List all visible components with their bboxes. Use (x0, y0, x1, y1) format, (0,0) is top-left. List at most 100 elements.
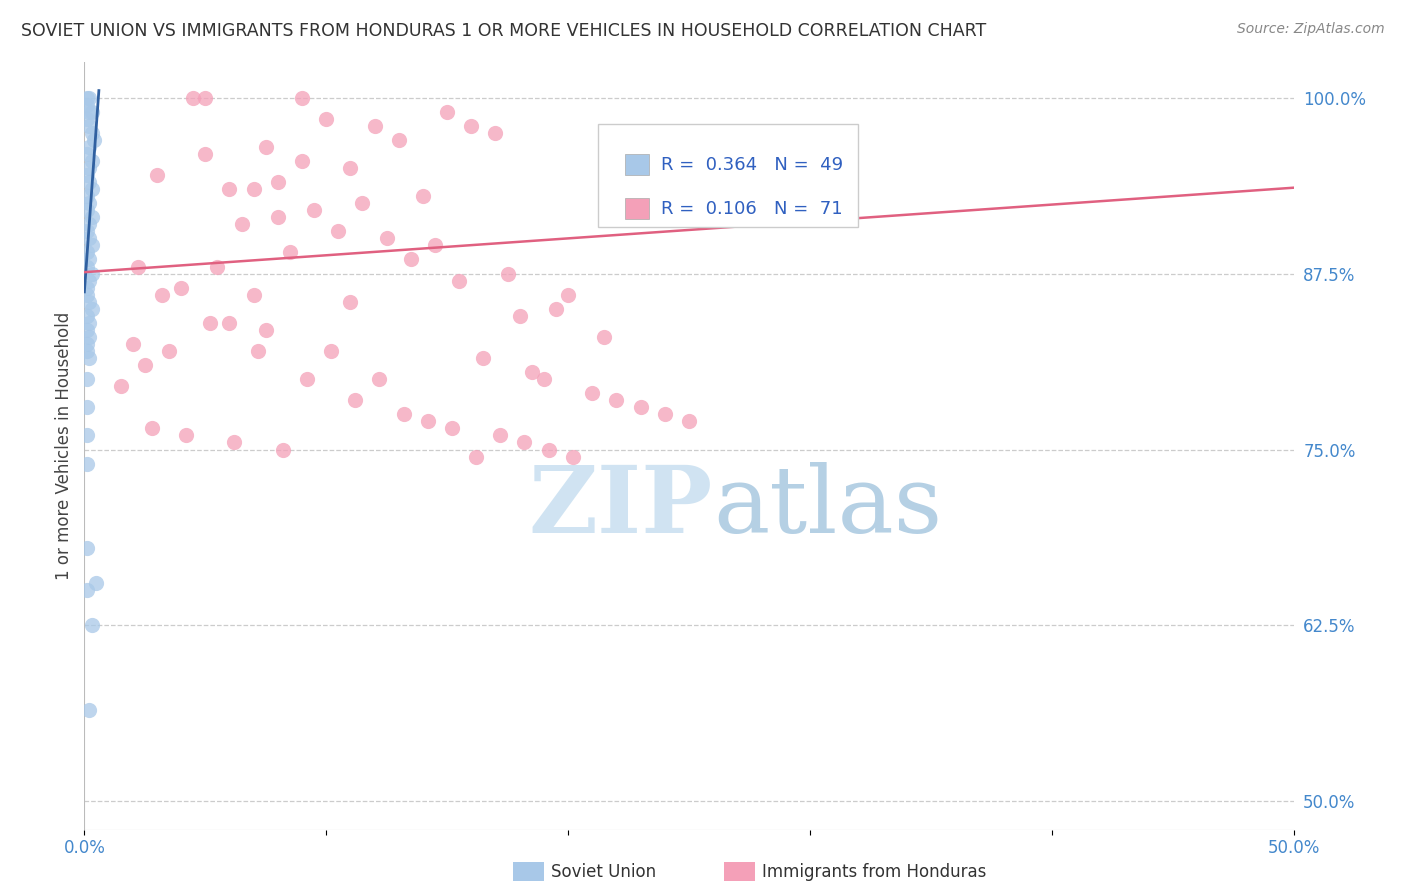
Point (76, 189, 98, 203)
Point (449, 274, 471, 288)
Point (593, 330, 616, 344)
Point (254, 140, 277, 154)
Point (295, 372, 318, 386)
Point (581, 386, 603, 401)
Point (76, 401, 98, 415)
Point (80, 267, 103, 281)
Point (423, 238, 446, 252)
Point (291, 153, 314, 168)
Point (368, 372, 391, 386)
Point (339, 161, 361, 175)
Point (339, 294, 361, 309)
Point (77, 90, 100, 104)
Point (678, 414, 700, 428)
Point (392, 407, 415, 421)
Y-axis label: 1 or more Vehicles in Household: 1 or more Vehicles in Household (55, 312, 73, 580)
Point (77, 119, 100, 133)
Text: R =  0.106   N =  71: R = 0.106 N = 71 (661, 200, 842, 218)
Point (267, 211, 290, 225)
Text: Source: ZipAtlas.com: Source: ZipAtlas.com (1237, 22, 1385, 37)
Point (654, 407, 676, 421)
Point (557, 287, 579, 301)
Point (496, 267, 519, 281)
Point (77, 294, 100, 309)
Point (440, 421, 463, 435)
Point (520, 365, 543, 379)
Text: SOVIET UNION VS IMMIGRANTS FROM HONDURAS 1 OR MORE VEHICLES IN HOUSEHOLD CORRELA: SOVIET UNION VS IMMIGRANTS FROM HONDURAS… (21, 22, 987, 40)
Point (76, 337, 98, 351)
Point (76, 168, 98, 182)
Point (76, 541, 98, 555)
Point (302, 203, 325, 218)
Point (77, 231, 100, 245)
Point (77, 351, 100, 365)
Point (76, 583, 98, 598)
Point (416, 414, 439, 428)
Point (207, 260, 229, 274)
Point (76, 323, 98, 337)
Point (181, 90, 204, 104)
Point (76, 245, 98, 260)
Point (77, 161, 100, 175)
Point (134, 358, 156, 372)
Text: Immigrants from Honduras: Immigrants from Honduras (762, 863, 987, 881)
Point (363, 119, 385, 133)
Point (630, 401, 652, 415)
Point (218, 182, 240, 196)
Point (242, 287, 264, 301)
Point (198, 316, 221, 330)
Point (194, 147, 217, 161)
Point (291, 90, 314, 104)
Point (375, 231, 398, 245)
Point (247, 343, 270, 358)
Point (77, 252, 100, 267)
Point (231, 217, 253, 231)
Point (157, 343, 180, 358)
Point (77, 703, 100, 717)
Point (460, 119, 482, 133)
Point (436, 104, 458, 119)
Point (76, 428, 98, 442)
Point (194, 90, 217, 104)
Point (110, 379, 132, 393)
Point (278, 245, 301, 260)
Point (352, 196, 374, 211)
Point (218, 316, 240, 330)
Point (170, 280, 193, 294)
Point (344, 393, 367, 408)
Point (254, 323, 277, 337)
Point (77, 316, 100, 330)
Point (83, 133, 105, 147)
Point (76, 112, 98, 126)
Point (513, 435, 536, 450)
Point (86, 576, 108, 591)
Point (76, 457, 98, 471)
Point (76, 147, 98, 161)
Point (561, 450, 583, 464)
Point (150, 287, 173, 301)
Point (76, 224, 98, 238)
Text: atlas: atlas (713, 462, 942, 552)
Point (77, 140, 100, 154)
Point (533, 372, 555, 386)
Point (544, 301, 567, 316)
Point (388, 133, 411, 147)
Point (271, 442, 294, 457)
Point (267, 175, 290, 189)
Point (489, 428, 512, 442)
FancyBboxPatch shape (599, 124, 858, 227)
Point (224, 435, 246, 450)
Point (242, 182, 264, 196)
Point (77, 330, 100, 344)
Point (146, 168, 169, 182)
Point (76, 260, 98, 274)
Point (80, 238, 103, 252)
Text: ZIP: ZIP (529, 462, 713, 552)
Point (80, 104, 103, 119)
Point (399, 252, 422, 267)
Point (76, 280, 98, 294)
Point (605, 393, 627, 408)
FancyBboxPatch shape (624, 198, 648, 219)
Point (127, 260, 149, 274)
Point (76, 287, 98, 301)
